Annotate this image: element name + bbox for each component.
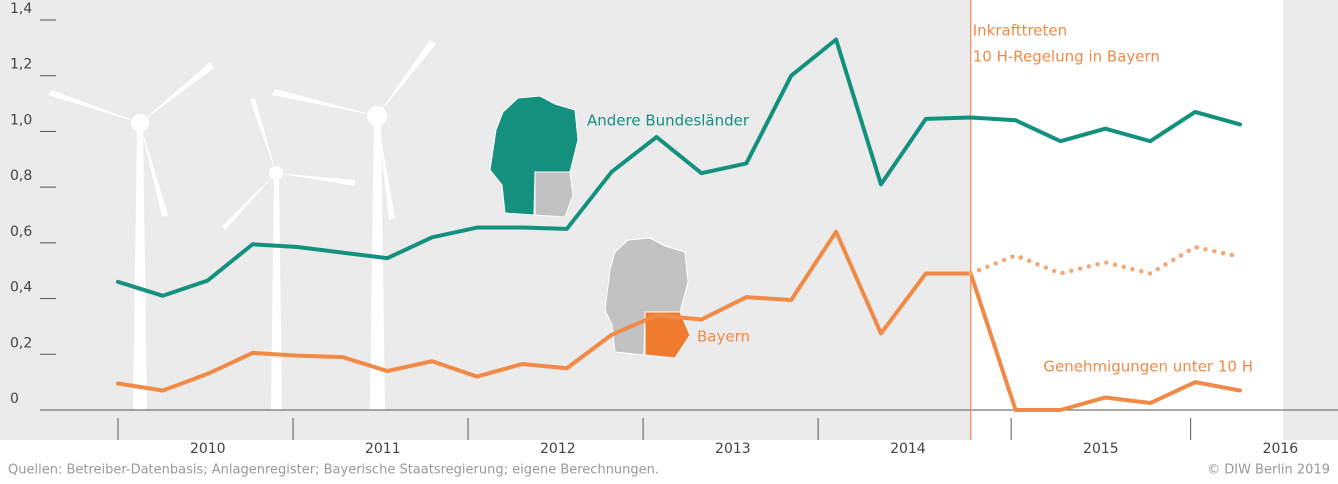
series-line — [116, 37, 1242, 298]
copyright: © DIW Berlin 2019 — [1207, 463, 1330, 478]
x-tick-label: 2016 — [1263, 441, 1299, 457]
series-line — [968, 244, 1243, 276]
series-line — [116, 229, 1242, 412]
y-tick-label: 0,4 — [10, 280, 32, 296]
y-tick-label: 0 — [10, 391, 19, 407]
x-tick-label: 2012 — [540, 441, 576, 457]
windmills — [48, 40, 436, 410]
y-tick-label: 1,2 — [10, 57, 32, 73]
x-tick-label: 2015 — [1083, 441, 1119, 457]
x-tick-label: 2011 — [365, 441, 401, 457]
y-tick-label: 0,6 — [10, 224, 32, 240]
map-germany-bavaria — [604, 237, 691, 359]
x-tick-label: 2013 — [715, 441, 751, 457]
annotation: Genehmigungen unter 10 H — [1043, 358, 1253, 376]
series-label: Bayern — [697, 328, 750, 346]
source: Quellen: Betreiber-Datenbasis; Anlagenre… — [8, 463, 659, 478]
x-tick-label: 2010 — [190, 441, 226, 457]
y-tick-label: 1,4 — [10, 1, 32, 17]
y-tick-label: 0,8 — [10, 168, 32, 184]
x-tick-label: 2014 — [890, 441, 926, 457]
y-tick-label: 0,2 — [10, 335, 32, 351]
annotation: 10 H-Regelung in Bayern — [973, 48, 1160, 66]
annotation: Inkrafttreten — [973, 22, 1067, 40]
y-tick-label: 1,0 — [10, 112, 32, 128]
after-regulation-area — [970, 0, 1283, 440]
map-germany-others — [489, 95, 579, 218]
series-label: Andere Bundesländer — [587, 112, 750, 130]
